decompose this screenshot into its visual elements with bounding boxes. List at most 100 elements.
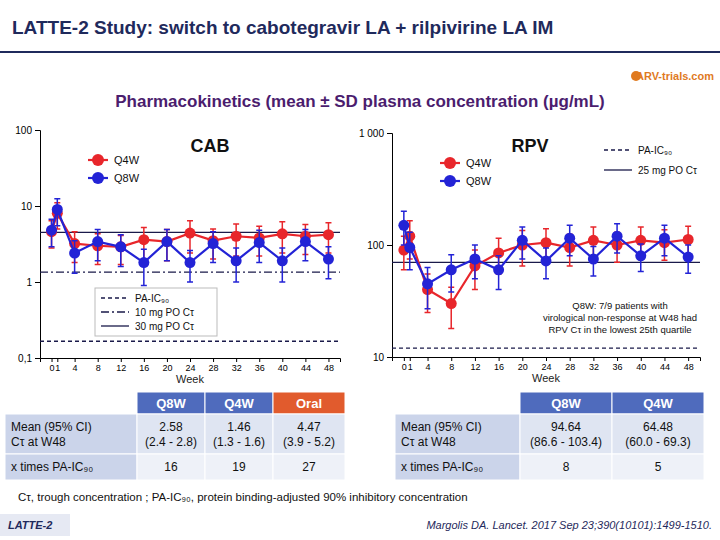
header-cell	[137, 392, 205, 414]
x-tick-label: 1	[55, 363, 60, 373]
legend-marker	[444, 157, 456, 169]
table-cell	[612, 454, 704, 480]
data-point	[469, 253, 480, 264]
x-tick-mark	[664, 357, 665, 361]
x-tick-mark	[259, 358, 260, 362]
data-point	[683, 252, 694, 263]
table-cell	[137, 454, 205, 480]
data-point	[422, 278, 433, 289]
header-cell	[273, 392, 345, 414]
y-tick: 10	[373, 352, 392, 363]
legend-label: 30 mg PO Cτ	[135, 321, 194, 332]
table-cell	[273, 414, 345, 454]
row-label: Cτ at W48	[11, 435, 66, 449]
header-cell	[612, 392, 704, 414]
legend-box	[95, 288, 217, 336]
y-tick-label: 10	[21, 201, 33, 212]
legend: Q4W Q8W	[440, 157, 492, 187]
header-cell	[205, 392, 273, 414]
x-tick-mark	[475, 357, 476, 361]
x-tick-label: 0	[402, 362, 407, 372]
x-tick-mark	[641, 357, 642, 361]
y-tick: 1 000	[359, 128, 392, 139]
x-tick-mark	[236, 358, 237, 362]
legend-marker	[92, 154, 104, 166]
y-axis: 0,1110100	[15, 125, 40, 364]
x-tick: 36	[613, 357, 623, 372]
y-tick-mark	[387, 245, 392, 246]
legend-label: PA-IC₉₀	[638, 145, 672, 156]
table-cell	[520, 414, 612, 454]
x-axis-title: Week	[532, 372, 560, 384]
x-tick-mark	[451, 357, 452, 361]
y-tick-mark	[35, 358, 40, 359]
cell-text: 4.47	[297, 420, 321, 434]
data-point	[254, 237, 265, 248]
legend-label: Q8W	[466, 175, 492, 187]
y-tick: 100	[367, 240, 392, 251]
data-point	[185, 257, 196, 268]
data-point	[446, 298, 457, 309]
data-point	[138, 257, 149, 268]
legend-line	[101, 311, 129, 312]
table-cell	[205, 454, 273, 480]
x-tick-mark	[75, 358, 76, 362]
x-tick-mark	[410, 357, 411, 361]
x-tick-mark	[98, 358, 99, 362]
background	[0, 0, 720, 540]
x-tick: 0	[402, 357, 407, 372]
legend-label: Q4W	[466, 157, 492, 169]
x-tick-label: 36	[613, 362, 623, 372]
x-tick-label: 44	[660, 362, 670, 372]
row-label: x times PA-IC₉₀	[401, 460, 483, 474]
table-cell	[5, 414, 137, 454]
x-tick-label: 20	[162, 363, 172, 373]
cell-text: (1.3 - 1.6)	[213, 435, 265, 449]
x-tick-label: 20	[518, 362, 528, 372]
column-header: Q8W	[156, 396, 186, 411]
chart: 101001 000014812162024283236404448WeekRP…	[359, 128, 701, 384]
x-tick: 32	[589, 357, 599, 372]
table-cell	[395, 414, 520, 454]
table-cell	[137, 414, 205, 454]
subtitle: Pharmacokinetics (mean ± SD plasma conce…	[115, 92, 605, 111]
x-tick-mark	[404, 357, 405, 361]
data-point	[612, 231, 623, 242]
x-tick: 1	[408, 357, 413, 372]
y-axis: 10 100 1 000	[359, 128, 393, 363]
x-tick: 24	[185, 358, 195, 373]
data-point	[588, 253, 599, 264]
x-tick-label: 28	[209, 363, 219, 373]
x-tick: 4	[426, 357, 431, 372]
x-axis-line	[393, 358, 701, 362]
y-tick-mark	[35, 130, 40, 131]
x-tick-mark	[57, 358, 58, 362]
x-tick-label: 16	[494, 362, 504, 372]
data-point	[231, 255, 242, 266]
plot-area	[40, 199, 340, 342]
reference-legend: PA-IC₉₀10 mg PO Cτ30 mg PO Cτ	[95, 288, 217, 336]
data-point	[185, 228, 196, 239]
x-tick: 20	[518, 357, 528, 372]
cell-text: 64.48	[643, 420, 673, 434]
y-tick: 1	[26, 277, 40, 288]
data-point	[323, 254, 334, 265]
y-tick: 0,1	[18, 353, 40, 364]
x-tick: 44	[660, 357, 670, 372]
x-tick-mark	[617, 357, 618, 361]
cell-text: 2.58	[159, 420, 183, 434]
table-cell	[520, 454, 612, 480]
cell-text: 16	[164, 460, 178, 474]
y-tick-mark	[35, 206, 40, 207]
data-point	[588, 235, 599, 246]
x-tick-mark	[688, 357, 689, 361]
cell-text: 1.46	[227, 420, 251, 434]
data-point	[404, 242, 415, 253]
data-point	[398, 220, 409, 231]
logo: ARV-trials.com	[636, 70, 714, 82]
cell-text: 19	[232, 460, 246, 474]
data-point	[277, 255, 288, 266]
x-tick-mark	[546, 357, 547, 361]
x-tick-mark	[428, 357, 429, 361]
data-point	[564, 233, 575, 244]
